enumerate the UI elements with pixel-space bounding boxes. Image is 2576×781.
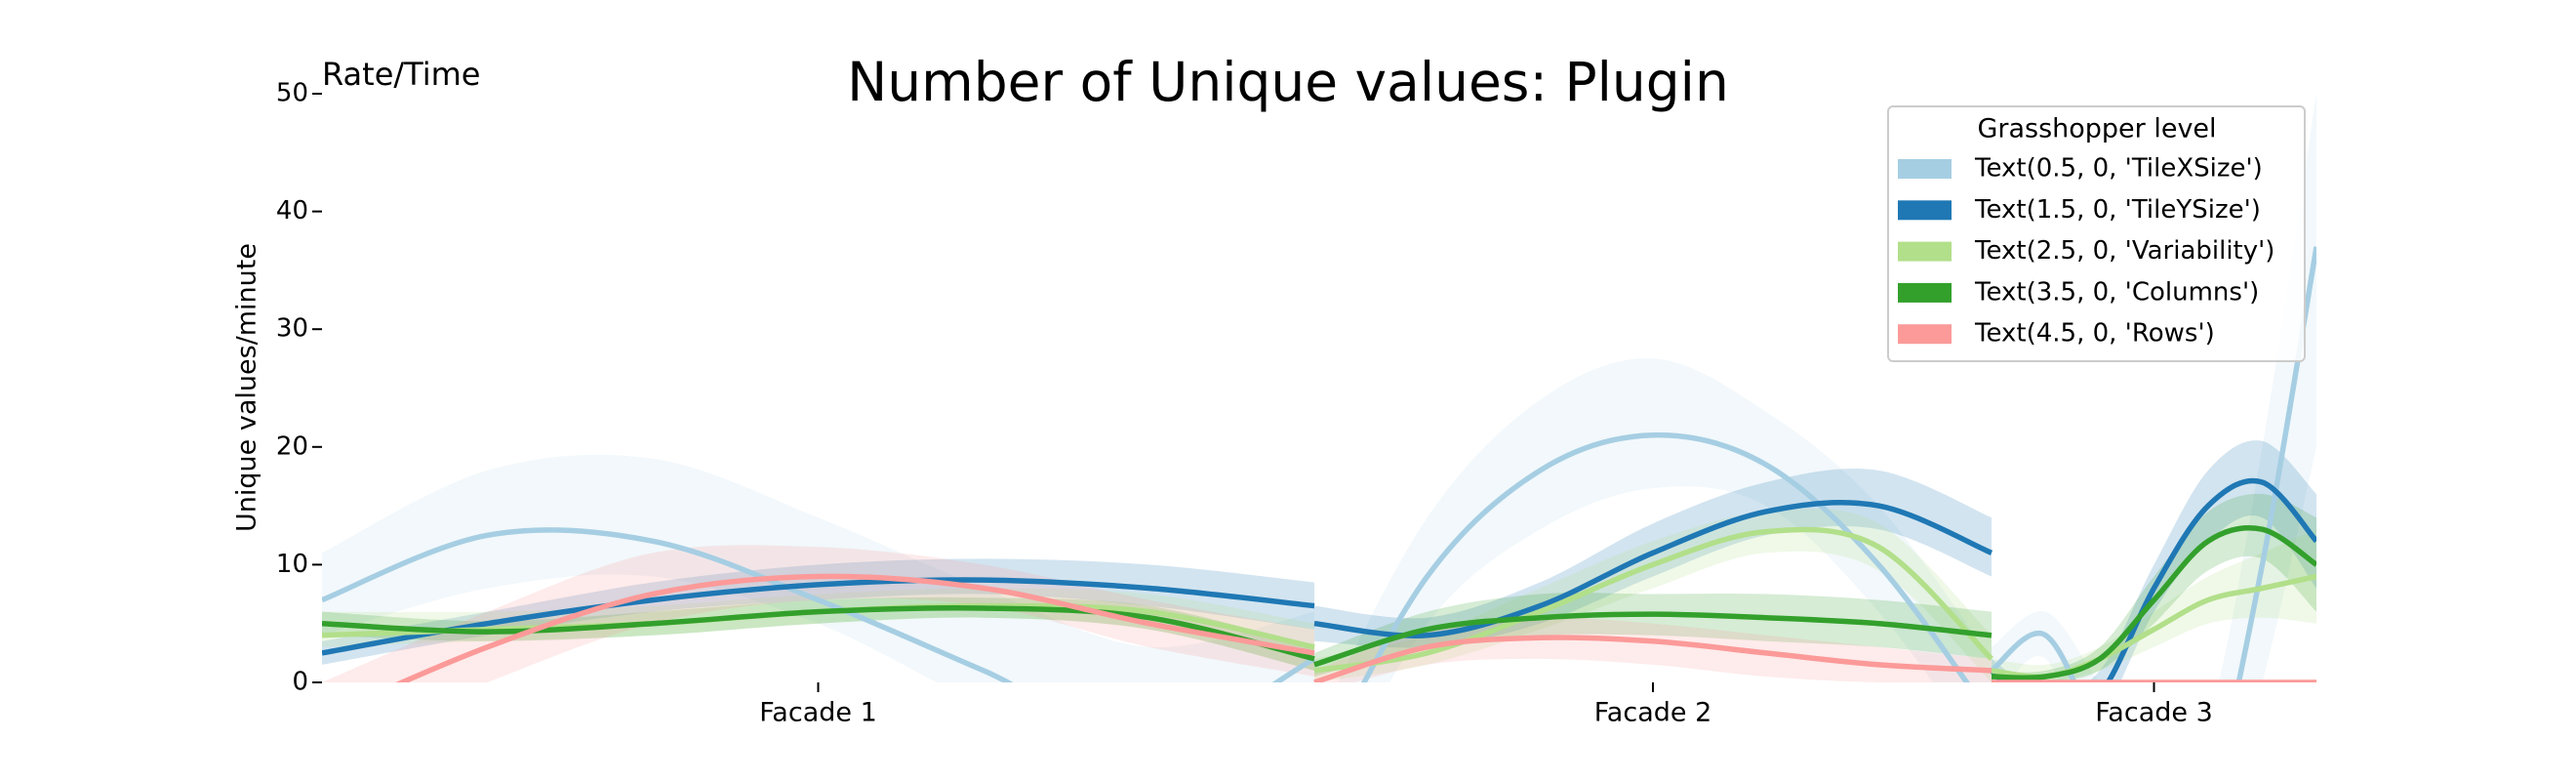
legend-swatch xyxy=(1898,200,1952,221)
series-line xyxy=(1990,246,2316,682)
y-axis-label: Unique values/minute xyxy=(232,243,262,532)
legend-swatch xyxy=(1898,159,1952,179)
confidence-band xyxy=(1992,529,2316,682)
plot-area xyxy=(322,94,2316,682)
confidence-band xyxy=(1338,358,1992,682)
x-tick-label: Facade 3 xyxy=(2095,698,2213,728)
confidence-band xyxy=(1314,468,1992,648)
y-tick-label: 50 xyxy=(276,79,308,108)
legend-label: Text(3.5, 0, 'Columns') xyxy=(1974,277,2259,307)
legend-swatch xyxy=(1898,282,1952,303)
legend-label: Text(4.5, 0, 'Rows') xyxy=(1974,319,2215,349)
corner-label: Rate/Time xyxy=(322,56,480,93)
y-tick-label: 40 xyxy=(276,196,308,226)
chart-title: Number of Unique values: Plugin xyxy=(847,51,1729,113)
legend-label: Text(2.5, 0, 'Variability') xyxy=(1974,236,2274,266)
x-tick-label: Facade 1 xyxy=(759,698,877,728)
legend-box xyxy=(1887,105,2306,362)
legend-title: Grasshopper level xyxy=(1977,114,2216,144)
confidence-band xyxy=(322,545,1314,682)
legend-swatch xyxy=(1898,324,1952,345)
y-tick-label: 0 xyxy=(292,668,308,697)
legend: Grasshopper level Text(0.5, 0, 'TileXSiz… xyxy=(1887,105,2306,362)
series-line xyxy=(1313,500,1993,638)
confidence-band xyxy=(1992,94,2316,682)
series-line xyxy=(1313,635,1992,682)
legend-swatch xyxy=(1898,241,1952,262)
confidence-band xyxy=(322,596,1314,671)
y-tick-label: 30 xyxy=(276,314,308,344)
series-line xyxy=(1991,524,2316,681)
legend-label: Text(1.5, 0, 'TileYSize') xyxy=(1974,195,2261,225)
confidence-band xyxy=(322,454,1314,682)
series-line xyxy=(1313,611,1992,668)
series-line xyxy=(322,527,1316,682)
confidence-band xyxy=(1992,440,2316,682)
series-line xyxy=(1360,432,1970,682)
confidence-band xyxy=(1314,593,1992,677)
series-line xyxy=(395,573,1315,682)
series-line xyxy=(322,604,1315,662)
axes: 0 10 20 30 40 50 Facade 1 Facade 2 Facade 3 xyxy=(276,79,2213,728)
legend-label: Text(0.5, 0, 'TileXSize') xyxy=(1974,154,2263,184)
y-tick-label: 10 xyxy=(276,550,308,579)
series-line xyxy=(322,577,1315,656)
series-line xyxy=(1990,477,2316,682)
x-tick-label: Facade 2 xyxy=(1594,698,1712,728)
y-tick-label: 20 xyxy=(276,432,308,461)
series-line xyxy=(1313,526,1993,674)
